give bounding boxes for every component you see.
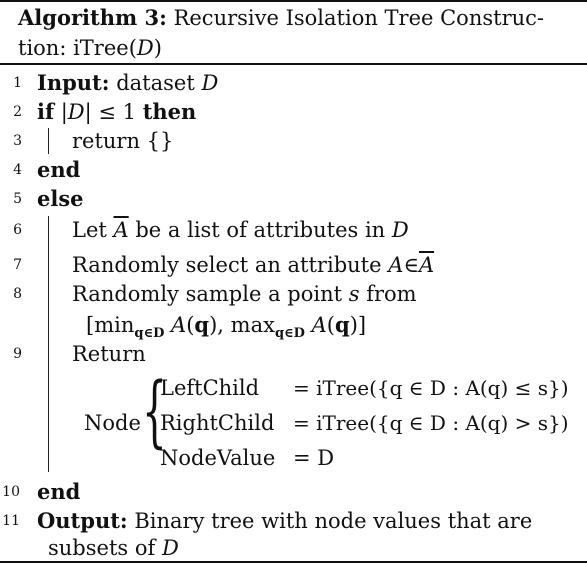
- right-child-label: RightChild: [160, 411, 275, 435]
- subscript: q∈D: [274, 326, 305, 341]
- text: subsets of: [48, 536, 156, 560]
- node-value-label: NodeValue: [160, 446, 276, 470]
- symbol: ∈: [403, 253, 419, 277]
- left-brace: {: [142, 367, 167, 457]
- algorithm-caption: Algorithm 3: Recursive Isolation Tree Co…: [18, 5, 544, 31]
- text: (: [186, 313, 195, 337]
- var: A: [311, 313, 327, 337]
- line-end-else: end: [37, 479, 81, 504]
- algorithm-label: Algorithm 3:: [18, 5, 167, 30]
- algorithm-title-line1: Recursive Isolation Tree Construc-: [173, 6, 544, 30]
- caption-var: D: [136, 36, 154, 60]
- var-bold: q: [194, 312, 210, 337]
- text: be a list of attributes in: [135, 218, 386, 242]
- line-number: 3: [13, 133, 22, 149]
- text: Randomly sample a point: [72, 282, 343, 306]
- text: | ≤ 1: [84, 100, 137, 124]
- line-number: 6: [13, 222, 22, 238]
- line-number: 1: [13, 75, 22, 91]
- line-sample-range: [minq∈D A(q), maxq∈D A(q)]: [86, 312, 366, 342]
- line-return: Return: [72, 342, 146, 366]
- line-select: Randomly select an attribute A∈A: [72, 252, 434, 278]
- line-output-cont: subsets of D: [48, 535, 179, 561]
- var: A: [171, 313, 187, 337]
- subscript: q∈D: [134, 326, 165, 341]
- caption-rule: [0, 63, 587, 65]
- text: |: [60, 100, 68, 124]
- caption-text: tion: iTree(: [18, 36, 137, 60]
- text: Let: [72, 218, 107, 242]
- line-number: 7: [13, 257, 22, 273]
- text: ), max: [209, 313, 275, 337]
- line-sample: Randomly sample a point s from: [72, 281, 417, 307]
- text: Randomly select an attribute: [72, 253, 382, 277]
- keyword-input: Input:: [37, 70, 110, 95]
- top-rule: [0, 0, 587, 2]
- keyword-output: Output:: [37, 508, 128, 533]
- indent-bar-else: [48, 216, 49, 472]
- keyword-then: then: [142, 99, 197, 124]
- line-else: else: [37, 186, 84, 211]
- line-if: if |D| ≤ 1 then: [37, 99, 196, 125]
- line-number: 2: [13, 104, 22, 120]
- text: Binary tree with node values that are: [134, 509, 533, 533]
- line-output: Output: Binary tree with node values tha…: [37, 508, 532, 534]
- line-number: 11: [2, 513, 20, 529]
- line-input: Input: dataset D: [37, 70, 218, 96]
- left-child-expr: = iTree({q ∈ D : A(q) ≤ s}): [293, 376, 569, 400]
- keyword-if: if: [37, 99, 55, 124]
- text: (: [326, 313, 335, 337]
- indent-bar-then: [48, 128, 49, 154]
- left-child-label: LeftChild: [160, 376, 260, 400]
- line-let: Let A be a list of attributes in D: [72, 217, 409, 243]
- line-return-empty: return {}: [72, 129, 174, 153]
- line-number: 10: [2, 484, 20, 500]
- text: dataset: [116, 71, 195, 95]
- algorithm-caption-line2: tion: iTree(D): [18, 35, 162, 61]
- var: s: [348, 282, 360, 306]
- line-number: 4: [13, 162, 22, 178]
- line-end: end: [37, 157, 81, 182]
- text: from: [366, 282, 417, 306]
- right-child-expr: = iTree({q ∈ D : A(q) > s}): [293, 411, 569, 435]
- text: )]: [349, 313, 367, 337]
- node-value-expr: = D: [293, 446, 335, 470]
- var: D: [201, 71, 219, 95]
- node-label: Node: [84, 411, 141, 435]
- var-overline: A: [113, 218, 129, 242]
- var-bold: q: [335, 312, 350, 337]
- line-number: 5: [13, 191, 22, 207]
- bottom-rule: [0, 561, 587, 563]
- text: [min: [86, 313, 135, 337]
- var: D: [161, 536, 179, 560]
- var-overline: A: [418, 253, 435, 277]
- caption-text-end: ): [153, 36, 162, 60]
- var: A: [388, 253, 404, 277]
- line-number: 9: [13, 346, 22, 362]
- var: D: [391, 218, 409, 242]
- var: D: [67, 100, 85, 124]
- line-number: 8: [13, 286, 22, 302]
